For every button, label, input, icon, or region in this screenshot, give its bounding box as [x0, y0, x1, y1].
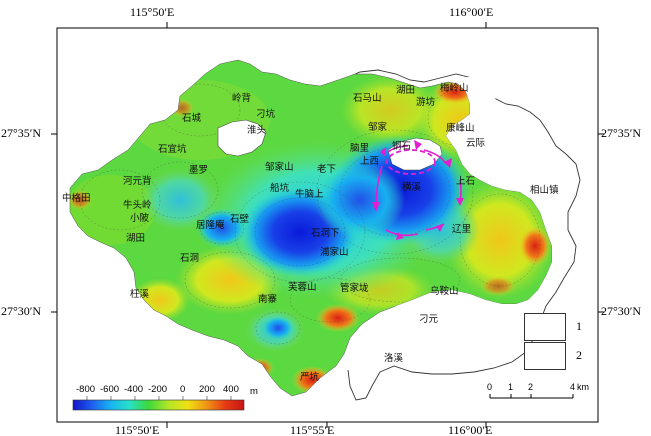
ring-structure-symbols: [372, 140, 464, 240]
place-label: 严坑: [300, 372, 320, 383]
scalebar-tick-label: 4: [570, 382, 576, 392]
place-label: 管家垅: [340, 283, 369, 294]
frame-ticks: [51, 22, 604, 428]
place-label: 石壁: [230, 214, 250, 225]
left-lat-label-2: 27°30′N: [1, 304, 42, 318]
legend-label-1: 1: [576, 319, 582, 333]
scalebar-tick-label: 0: [487, 382, 493, 392]
place-label: 横溪: [402, 182, 422, 193]
colorbar-ticks: [86, 396, 232, 400]
colorbar-tick-label: -600: [100, 384, 120, 395]
place-label: 老下: [317, 164, 337, 175]
place-label: 邹家山: [265, 162, 294, 173]
place-label: 南寨: [258, 294, 278, 305]
legend-box-1: [524, 313, 566, 341]
colorbar-tick-label: -400: [124, 384, 144, 395]
place-label: 牛脑上: [295, 189, 324, 200]
place-label: 云际: [466, 138, 486, 149]
place-label: 乌鞍山: [430, 286, 459, 297]
place-label: 石洞: [180, 253, 200, 264]
study-area-outline: [341, 69, 581, 401]
place-label: 上石: [456, 176, 476, 187]
colorbar-unit: m: [250, 386, 258, 397]
place-label: 石宜坑: [158, 144, 187, 155]
place-label: 石洞下: [311, 228, 340, 239]
place-label: 枉溪: [130, 289, 150, 300]
place-label: 脑里: [350, 143, 370, 154]
place-label: 浦家山: [320, 247, 349, 258]
colorbar-tick-label: 200: [199, 384, 215, 395]
place-label: 居隆庵: [196, 220, 225, 231]
place-label: 淮头: [247, 125, 267, 136]
place-label: 石城: [182, 113, 202, 124]
place-label: 墨罗: [189, 165, 209, 176]
right-lat-label-1: 27°35′N: [601, 126, 642, 140]
basin-east: [384, 76, 576, 346]
place-label: 石马山: [353, 93, 382, 104]
top-lon-label-2: 116°00′E: [449, 5, 494, 19]
basin-west: [217, 119, 267, 157]
place-label: 上西: [360, 156, 380, 167]
colorbar-tick-label: 400: [223, 384, 239, 395]
place-label: 湖田: [126, 233, 146, 244]
place-label: 游坊: [416, 97, 436, 108]
place-label: 梅岭山: [440, 83, 469, 94]
place-label: 船坑: [270, 183, 290, 194]
place-label: 刁元: [419, 314, 439, 325]
scale-bar: [489, 394, 574, 399]
right-lat-label-2: 27°30′N: [601, 304, 642, 318]
place-label: 相山镇: [530, 185, 559, 196]
scalebar-tick-label: 1: [508, 382, 514, 392]
place-label: 芙蓉山: [288, 282, 317, 293]
place-label: 湖田: [396, 85, 416, 96]
place-label: 中格田: [62, 193, 91, 204]
colorbar-tick-label: -800: [76, 384, 96, 395]
legend-box-2: [524, 342, 566, 370]
legend-label-2: 2: [576, 348, 582, 362]
top-lon-label-1: 115°50′E: [130, 5, 175, 19]
place-label: 铜石: [392, 141, 412, 152]
place-label: 洛溪: [384, 353, 404, 364]
place-label: 小陂: [130, 213, 150, 224]
colorbar-tick-label: 0: [180, 384, 186, 395]
left-lat-label-1: 27°35′N: [1, 126, 42, 140]
dashed-ellipse-icon: [386, 149, 436, 175]
colorbar-tick-label: -200: [148, 384, 168, 395]
place-label: 辽里: [452, 224, 472, 235]
colorbar: [72, 399, 245, 411]
place-label: 康峰山: [446, 123, 475, 134]
place-label: 河元背: [123, 176, 152, 187]
scalebar-tick-label: 2: [528, 382, 534, 392]
bottom-lon-label-3: 116°00′E: [448, 423, 493, 436]
bottom-lon-label-1: 115°50′E: [115, 423, 160, 436]
place-label: 牛头岭: [123, 200, 152, 211]
place-label: 刁坑: [256, 109, 276, 120]
scalebar-unit: km: [577, 382, 589, 392]
bottom-lon-label-2: 115°55′E: [290, 423, 335, 436]
place-label: 岭背: [232, 93, 252, 104]
place-label: 邹家: [368, 122, 388, 133]
